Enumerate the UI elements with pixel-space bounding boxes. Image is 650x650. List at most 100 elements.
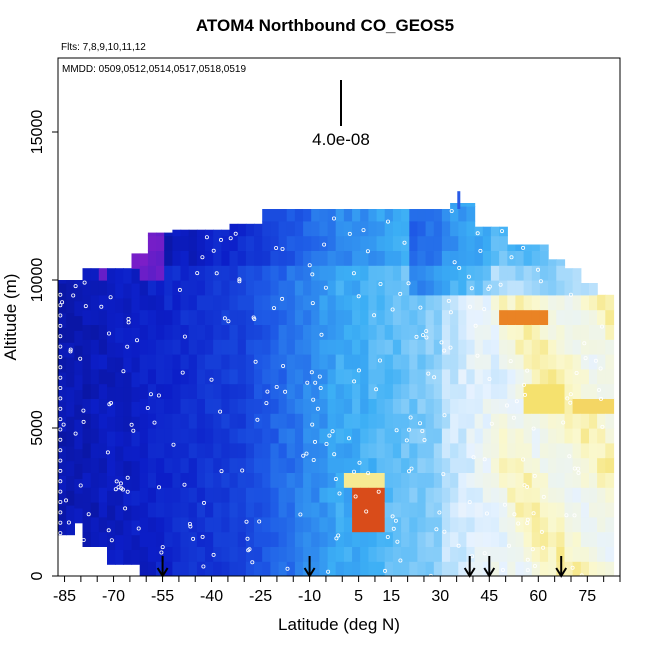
heatmap-cell [90,354,100,370]
heatmap-cell [213,546,222,562]
heatmap-cell [278,209,288,222]
heatmap-cell [319,472,329,488]
heatmap-cell [597,354,606,370]
heatmap-cell [286,413,296,429]
heatmap-cell [188,546,198,562]
sample-point [61,422,66,427]
heatmap-cell [237,223,247,237]
heatmap-cell [564,502,574,518]
heatmap-cell [270,235,280,251]
heatmap-cell [221,368,231,385]
heatmap-cell [539,368,549,385]
heatmap-cell [499,502,508,518]
heatmap-cell [401,502,410,518]
sample-point [532,564,537,569]
heatmap-cell [98,487,108,503]
heatmap-cell [221,235,231,251]
heatmap-cell [319,442,329,459]
heatmap-cell [107,445,116,462]
heatmap-cell [507,398,517,414]
heatmap-cell [425,457,435,473]
heatmap-cell [458,398,468,414]
heatmap-cell [327,561,337,576]
sample-point [398,291,403,296]
heatmap-cell [352,413,361,429]
heatmap-cell [131,386,141,402]
heatmap-cell [90,442,100,459]
heatmap-cell [401,383,410,399]
heatmap-cell [172,354,182,370]
heatmap-cell [245,561,255,576]
flight-arrows [156,556,568,578]
heatmap-cell [139,531,149,547]
heatmap-cell [205,250,214,266]
heatmap-cell [499,531,508,547]
heatmap-cell [213,457,222,473]
heatmap-cell [433,398,443,414]
heatmap-cell [589,428,598,444]
sample-point [264,401,269,406]
heatmap-cell [376,428,386,444]
heatmap-cell [335,516,345,533]
sample-point [498,282,503,287]
heatmap-cell [254,472,263,488]
heatmap-cell [254,280,263,296]
heatmap-cell [466,220,476,237]
heatmap-cell [164,265,173,281]
heatmap-cell [319,487,329,503]
heatmap-cell [172,383,182,399]
heatmap-cell [556,280,566,296]
heatmap-cell [58,475,67,491]
heatmap-cell [180,294,190,311]
sample-point [525,484,530,489]
heatmap-cell [360,472,369,488]
heatmap-cell [311,502,320,518]
heatmap-cell [270,383,280,399]
sample-point [311,397,316,402]
heatmap-cell [294,280,304,296]
heatmap-cell [196,546,206,562]
heatmap-cell [564,309,574,325]
heatmap-cell [107,475,116,491]
heatmap-cell [466,294,476,311]
heatmap-cell [115,386,124,402]
heatmap-cell [123,519,133,536]
heatmap-cell [409,428,419,444]
heatmap-cell [58,519,67,536]
heatmap-cell [294,546,304,562]
sample-point [448,310,453,315]
heatmap-cell [319,516,329,533]
heatmap-cell [90,339,100,355]
heatmap-cell [384,294,394,311]
heatmap-cell [433,546,443,562]
sample-point [58,354,63,359]
heatmap-cell [180,229,190,237]
heatmap-cell [82,368,92,385]
heatmap-cell [360,561,369,576]
heatmap-cell [139,442,149,459]
heatmap-cell [499,280,508,296]
heatmap-cell [474,280,484,296]
heatmap-cell [196,229,206,237]
heatmap-cell [311,561,320,576]
heatmap-cell [425,235,435,251]
heatmap-cell [229,223,239,237]
heatmap-cell [458,354,468,370]
heatmap-cell [564,324,574,340]
heatmap-cell [66,416,75,432]
heatmap-cell [580,368,590,385]
heatmap-cell [360,368,369,385]
sample-point [311,457,316,462]
heatmap-cell [311,265,320,281]
heatmap-cell [539,531,549,547]
heatmap-cell [507,487,517,503]
heatmap-cell [441,280,451,296]
heatmap-cell [115,371,124,388]
heatmap-cell [213,309,222,325]
heatmap-cell [147,487,157,503]
heatmap-cell [564,561,574,576]
heatmap-cell [384,457,394,473]
sample-point [437,510,442,515]
sample-point [377,358,382,363]
heatmap-cell [539,561,549,576]
